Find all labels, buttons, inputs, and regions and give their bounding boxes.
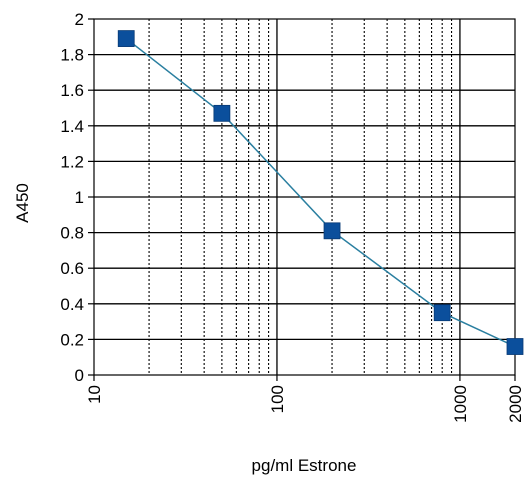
y-tick-label: 1.4 [60,117,84,136]
y-tick-label: 1 [75,188,84,207]
data-point [433,304,451,322]
series-line [125,38,516,348]
data-point [506,338,524,355]
y-tick-label: 0.8 [60,224,84,243]
y-tick-label: 2 [75,10,84,29]
y-tick-label: 1.8 [60,46,84,65]
y-tick-label: 0 [75,366,84,385]
gridlines [94,19,515,375]
x-tick-label: 2000 [506,385,525,423]
y-tick-label: 0.2 [60,330,84,349]
x-axis-ticks: 10 100 1000 2000 [85,375,525,423]
y-tick-label: 0.6 [60,259,84,278]
y-tick-label: 0.4 [60,295,84,314]
x-tick-label: 1000 [451,385,470,423]
y-axis-title: A450 [13,183,32,223]
y-tick-label: 1.2 [60,152,84,171]
data-point [117,30,135,47]
series-layer [117,30,524,355]
x-axis-title: pg/ml Estrone [252,456,357,475]
y-tick-label: 1.6 [60,81,84,100]
x-tick-label: 100 [268,385,287,413]
data-point [213,104,231,122]
y-axis-ticks: 0 0.2 0.4 0.6 0.8 1 1.2 1.4 1.6 1.8 2 [60,10,94,385]
x-tick-label: 10 [85,385,104,404]
data-point [323,222,341,240]
